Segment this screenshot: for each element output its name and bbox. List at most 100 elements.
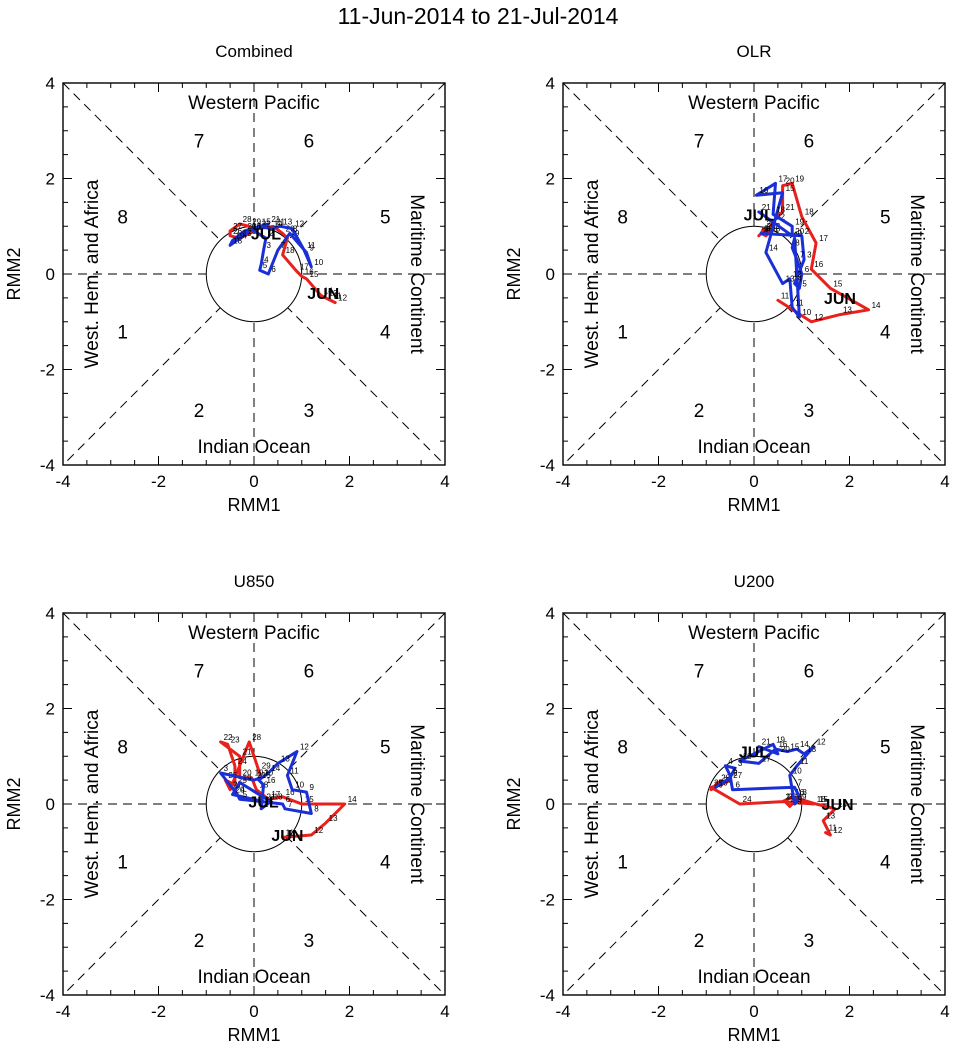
day-label: 10 xyxy=(314,258,323,267)
y-tick-label: -4 xyxy=(540,456,555,475)
day-label: 18 xyxy=(776,205,785,214)
x-tick-label: -2 xyxy=(651,1002,666,1021)
phase-number-4: 4 xyxy=(880,852,891,873)
y-tick-label: -4 xyxy=(540,986,555,1005)
x-tick-label: 0 xyxy=(749,472,758,491)
day-label: 5 xyxy=(243,790,248,799)
day-label: 15 xyxy=(262,217,271,226)
day-label: 8 xyxy=(314,805,319,814)
day-label: 30 xyxy=(764,224,773,233)
day-label: 12 xyxy=(814,313,823,322)
month-label-jul: JUL xyxy=(248,795,278,812)
day-label: 17 xyxy=(819,234,828,243)
day-label: 11 xyxy=(333,291,342,300)
region-label-bottom: Indian Ocean xyxy=(697,967,810,988)
series-line-jul xyxy=(754,181,806,319)
region-label-top: Western Pacific xyxy=(188,93,320,114)
day-label: 27 xyxy=(767,222,776,231)
day-label: 20 xyxy=(795,227,804,236)
day-label: 8 xyxy=(802,788,807,797)
day-label: 13 xyxy=(281,754,290,763)
phase-number-3: 3 xyxy=(304,931,315,952)
region-label-right: Maritime Continent xyxy=(406,194,427,354)
day-label: 13 xyxy=(826,812,835,821)
day-label: 16 xyxy=(759,186,768,195)
day-label: 21 xyxy=(762,203,771,212)
day-label: 23 xyxy=(771,222,780,231)
day-label: 15 xyxy=(833,279,842,288)
x-tick-label: 2 xyxy=(345,472,354,491)
day-label: 16 xyxy=(286,788,295,797)
x-tick-label: -2 xyxy=(151,1002,166,1021)
day-label: 19 xyxy=(795,217,804,226)
day-label: 16 xyxy=(795,788,804,797)
day-label: 24 xyxy=(767,220,776,229)
y-tick-label: 0 xyxy=(546,265,555,284)
phase-number-6: 6 xyxy=(304,131,315,152)
day-label: 5 xyxy=(733,766,738,775)
x-tick-label: -4 xyxy=(55,1002,70,1021)
day-label: 28 xyxy=(243,215,252,224)
day-label: 16 xyxy=(305,267,314,276)
day-label: 1 xyxy=(264,769,269,778)
series-line-jul xyxy=(219,750,313,815)
day-label: 28 xyxy=(721,774,730,783)
day-label: 23 xyxy=(231,735,240,744)
day-label: 6 xyxy=(271,265,276,274)
y-axis-label: RMM2 xyxy=(4,248,24,301)
day-label: 19 xyxy=(236,232,245,241)
x-tick-label: -2 xyxy=(651,472,666,491)
day-label: 21 xyxy=(276,217,285,226)
day-label: 20 xyxy=(786,177,795,186)
day-label: 20 xyxy=(243,769,252,778)
day-label: 23 xyxy=(786,793,795,802)
month-label-jul: JUL xyxy=(739,744,769,761)
x-tick-label: -4 xyxy=(55,472,70,491)
day-label: 12 xyxy=(793,270,802,279)
day-label: 29 xyxy=(252,217,261,226)
day-label: 22 xyxy=(776,212,785,221)
day-label: 19 xyxy=(795,174,804,183)
day-label: 25 xyxy=(764,224,773,233)
day-label: 17 xyxy=(243,229,252,238)
region-label-bottom: Indian Ocean xyxy=(197,437,310,458)
day-label: 11 xyxy=(829,824,838,833)
phase-number-5: 5 xyxy=(880,208,891,229)
phase-number-3: 3 xyxy=(804,931,815,952)
day-label: 14 xyxy=(274,220,283,229)
x-tick-label: 0 xyxy=(249,472,258,491)
day-label: 18 xyxy=(274,793,283,802)
day-label: 19 xyxy=(243,774,252,783)
day-label: 15 xyxy=(262,771,271,780)
phase-number-7: 7 xyxy=(694,661,705,682)
x-axis-label: RMM1 xyxy=(228,495,281,515)
day-label: 7 xyxy=(281,241,286,250)
day-label: 12 xyxy=(833,826,842,835)
region-label-right: Maritime Continent xyxy=(906,724,927,884)
page-title: 11-Jun-2014 to 21-Jul-2014 xyxy=(338,3,619,29)
region-label-bottom: Indian Ocean xyxy=(197,967,310,988)
x-tick-label: 4 xyxy=(940,472,949,491)
phase-number-8: 8 xyxy=(617,208,628,229)
phase-number-3: 3 xyxy=(304,401,315,422)
day-label: 20 xyxy=(781,745,790,754)
y-axis-label: RMM2 xyxy=(4,778,24,831)
day-label: 9 xyxy=(798,229,803,238)
day-label: 18 xyxy=(805,208,814,217)
day-label: 3 xyxy=(738,759,743,768)
day-label: 1 xyxy=(719,778,724,787)
y-tick-label: -2 xyxy=(540,361,555,380)
y-axis-label: RMM2 xyxy=(504,248,524,301)
day-label: 18 xyxy=(233,236,242,245)
x-tick-label: 2 xyxy=(845,472,854,491)
x-axis-label: RMM1 xyxy=(728,1025,781,1045)
phase-number-8: 8 xyxy=(617,738,628,759)
day-label: 2 xyxy=(805,227,810,236)
phase-number-1: 1 xyxy=(617,852,628,873)
day-label: 21 xyxy=(762,738,771,747)
